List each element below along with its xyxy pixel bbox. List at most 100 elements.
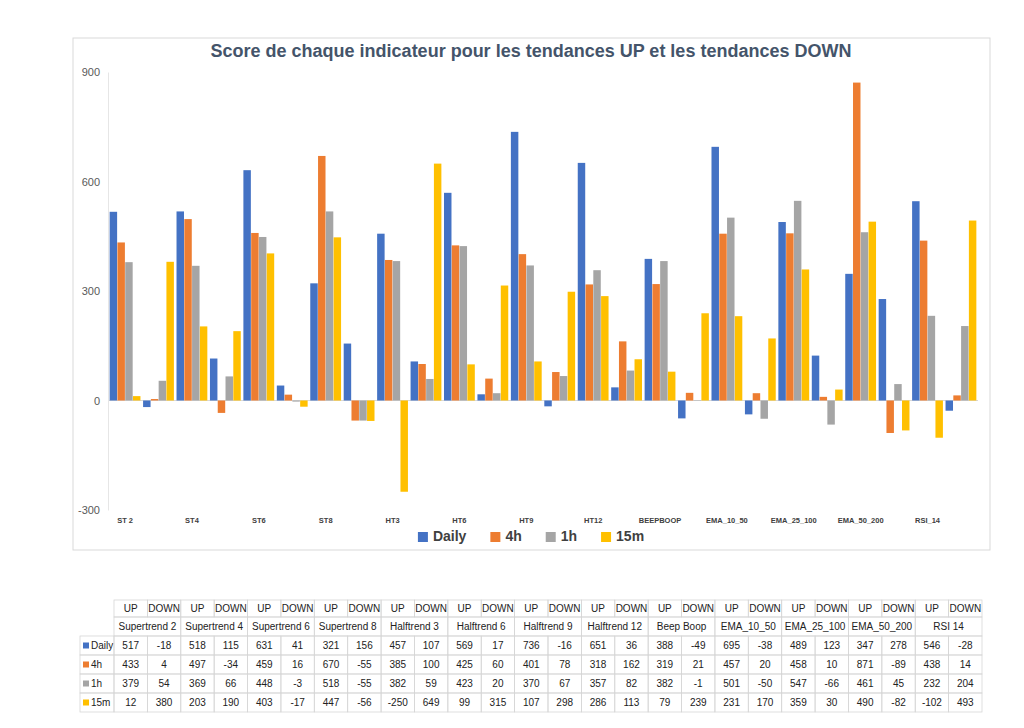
table-cell [214, 636, 247, 655]
bar [760, 401, 767, 419]
table-row-header-cell [80, 674, 114, 693]
table-column-header: Halftrend 12 [588, 621, 643, 632]
bar [861, 232, 868, 400]
table-value: 78 [559, 659, 571, 670]
table-cell [481, 674, 514, 693]
table-subheader: UP [791, 603, 805, 614]
y-tick: 600 [82, 176, 108, 188]
bar [778, 222, 785, 400]
table-cell [348, 674, 381, 693]
table-value: 649 [423, 697, 440, 708]
table-column-header: Supertrend 6 [252, 621, 310, 632]
table-value: 123 [823, 640, 840, 651]
table-header-cell [715, 600, 748, 617]
y-tick: -300 [78, 504, 108, 516]
table-cell [481, 636, 514, 655]
table-cell [915, 693, 948, 712]
table-value: -50 [758, 678, 773, 689]
table-header-cell [682, 600, 715, 617]
table-value: 315 [490, 697, 507, 708]
bar [485, 379, 492, 401]
table-cell [281, 693, 314, 712]
table-value: 357 [590, 678, 607, 689]
table-header-cell [648, 617, 715, 636]
table-value: 16 [292, 659, 304, 670]
bar [393, 261, 400, 400]
table-header-cell [448, 600, 481, 617]
bar [619, 341, 626, 400]
bar-series [125, 201, 968, 425]
table-cell [949, 674, 982, 693]
bar [192, 266, 199, 401]
table-value: 82 [626, 678, 638, 689]
table-column-header: Beep Boop [657, 621, 707, 632]
bar [210, 359, 217, 401]
y-tick: 300 [82, 285, 108, 297]
x-tick-label: RSI_14 [915, 516, 941, 525]
table-cell [281, 674, 314, 693]
x-tick: HT9 [519, 510, 533, 525]
table-column-header: Supertrend 4 [185, 621, 243, 632]
table-value: 321 [323, 640, 340, 651]
table-value: 59 [426, 678, 438, 689]
table-header-cell [481, 600, 514, 617]
table-value: -89 [891, 659, 906, 670]
bar [961, 326, 968, 400]
x-tick: HT6 [452, 510, 466, 525]
table-header-cell [348, 600, 381, 617]
table-cell [181, 674, 214, 693]
table-row-label: 4h [91, 659, 102, 670]
y-tick-label: 300 [82, 285, 100, 297]
y-tick-label: -300 [78, 504, 100, 516]
x-tick: EMA_25_100 [771, 510, 817, 525]
table-value: 448 [256, 678, 273, 689]
table-cell [448, 674, 481, 693]
chart-frame [73, 38, 990, 550]
x-tick-label: ST8 [319, 516, 333, 525]
bar [159, 381, 166, 401]
table-value: 107 [423, 640, 440, 651]
table-value: 489 [790, 640, 807, 651]
y-tick: 0 [94, 395, 108, 407]
bar [218, 401, 225, 413]
bar [835, 390, 842, 401]
bar [853, 83, 860, 401]
bar [318, 156, 325, 401]
table-value: -55 [357, 678, 372, 689]
table-value: 79 [659, 697, 671, 708]
table-value: 518 [189, 640, 206, 651]
bar [668, 372, 675, 401]
legend-label: 4h [505, 528, 521, 544]
x-tick: ST6 [252, 510, 266, 525]
bar [310, 283, 317, 400]
table-cell [915, 655, 948, 674]
table-cell [381, 636, 414, 655]
bar [879, 299, 886, 400]
table-subheader: DOWN [549, 603, 581, 614]
table-value: 204 [957, 678, 974, 689]
x-tick: ST 2 [117, 510, 133, 525]
bar [444, 193, 451, 401]
table-header-cell [715, 617, 782, 636]
table-cell [147, 636, 180, 655]
table-cell [882, 636, 915, 655]
table-header-cell [915, 617, 982, 636]
table-value: 318 [590, 659, 607, 670]
table-cell [381, 655, 414, 674]
bar [786, 233, 793, 400]
x-tick-label: EMA_50_200 [838, 516, 884, 525]
table-cell [682, 693, 715, 712]
table-header-cell [949, 600, 982, 617]
table-value: -49 [691, 640, 706, 651]
table-value: 423 [456, 678, 473, 689]
table-value: 170 [757, 697, 774, 708]
bar [719, 234, 726, 401]
table-value: 60 [492, 659, 504, 670]
table-value: 12 [125, 697, 137, 708]
table-value: 518 [323, 678, 340, 689]
table-value: 670 [323, 659, 340, 670]
table-header-cell [615, 600, 648, 617]
table-subheader: UP [257, 603, 271, 614]
legend-swatch [546, 532, 556, 542]
table-value: -34 [224, 659, 239, 670]
